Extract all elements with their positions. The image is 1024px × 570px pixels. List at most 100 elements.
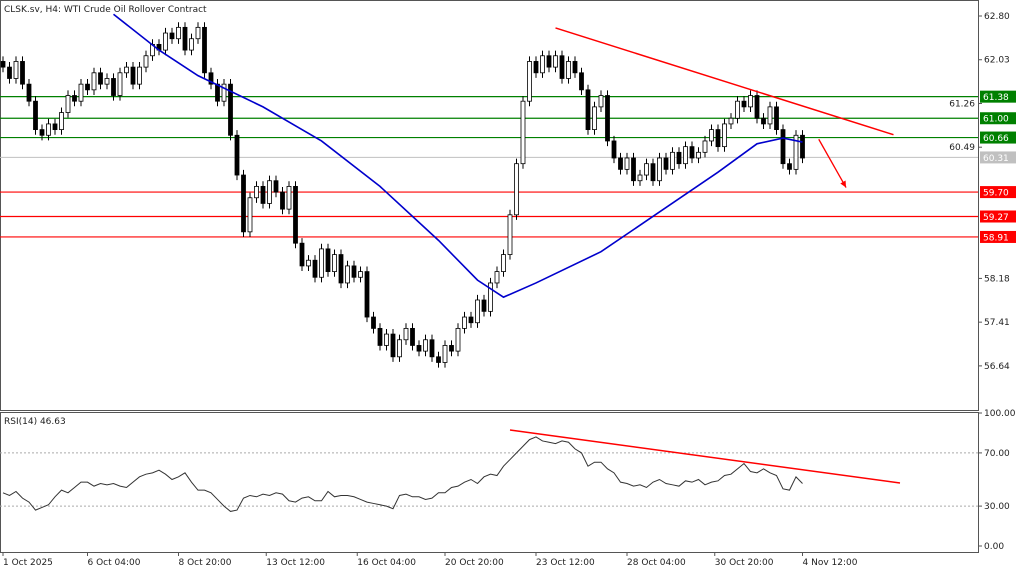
moving-average-line: [113, 13, 803, 299]
candle: [748, 90, 753, 112]
candle: [33, 96, 38, 135]
current-price-label: 60.31: [983, 154, 1009, 164]
candle-body: [780, 129, 786, 165]
candle-body: [332, 254, 337, 272]
price-tick-label: 62.03: [984, 56, 1010, 66]
candle: [124, 62, 129, 78]
candle: [39, 124, 45, 141]
candle: [397, 334, 402, 362]
candle: [676, 147, 682, 169]
candle: [247, 192, 253, 237]
candle-body: [312, 259, 318, 278]
candle: [208, 67, 214, 90]
candle-body: [676, 151, 682, 165]
candle-body: [228, 83, 233, 136]
candle: [7, 62, 12, 84]
candle-body: [345, 265, 350, 284]
candle: [130, 62, 136, 90]
candle-body: [514, 163, 519, 216]
arrow-shaft: [818, 138, 847, 188]
candle-body: [585, 89, 591, 130]
candle-body: [338, 254, 344, 284]
candle: [286, 181, 292, 215]
candle-body: [787, 163, 792, 170]
drawings[interactable]: [555, 27, 894, 188]
candle: [351, 260, 357, 283]
price-tick-label: 56.64: [984, 362, 1010, 372]
candle: [533, 56, 539, 78]
candle: [293, 181, 298, 249]
candle-body: [215, 83, 220, 102]
candle: [46, 118, 51, 141]
candle-body: [325, 248, 331, 273]
candle-body: [715, 129, 721, 148]
time-tick-label: 1 Oct 2025: [3, 558, 53, 568]
candle: [761, 113, 766, 130]
candle-body: [767, 106, 773, 125]
candle-body: [689, 146, 695, 159]
candle: [546, 50, 552, 73]
candle: [462, 311, 467, 334]
candle-body: [650, 163, 656, 182]
candle: [267, 175, 272, 209]
rsi-tick-label: 30.00: [984, 502, 1010, 512]
level-price-box: [980, 210, 1016, 223]
candle-body: [520, 100, 526, 165]
current-price-box: [980, 151, 1016, 164]
candle: [540, 50, 545, 78]
candle-body: [98, 72, 103, 85]
candle-body: [273, 180, 279, 193]
candle: [735, 96, 740, 124]
candle-body: [670, 151, 675, 170]
candle-body: [436, 356, 441, 363]
candle-body: [449, 345, 454, 352]
price-tick-label: 57.41: [984, 318, 1010, 328]
candle-body: [527, 61, 532, 102]
candle-body: [507, 214, 513, 255]
candle: [163, 27, 168, 56]
candle: [416, 340, 422, 357]
candle-body: [748, 95, 753, 108]
candle-body: [91, 72, 97, 91]
candle-body: [46, 123, 51, 136]
rsi-panel-border: [0, 412, 979, 553]
candle-body: [533, 61, 539, 74]
candle: [280, 186, 285, 215]
candle: [481, 294, 487, 317]
candle-body: [306, 259, 311, 267]
candle: [683, 141, 688, 169]
rsi-indicator: [0, 429, 978, 512]
candle: [579, 67, 584, 95]
time-tick-label: 8 Oct 20:00: [179, 558, 232, 568]
candle: [358, 266, 363, 283]
candle: [65, 90, 71, 118]
candle-body: [260, 185, 266, 204]
candle-body: [267, 180, 272, 204]
time-tick-label: 28 Oct 04:00: [627, 558, 686, 568]
candle: [169, 27, 175, 44]
candle-body: [33, 100, 38, 130]
candle-body: [501, 254, 506, 272]
candle-body: [403, 327, 409, 341]
candle: [273, 175, 279, 198]
candle: [559, 50, 565, 84]
candle-body: [182, 26, 188, 51]
candle-body: [429, 339, 435, 358]
candle: [501, 249, 506, 277]
candle: [605, 90, 610, 147]
candle-body: [130, 66, 136, 85]
candle: [26, 79, 32, 107]
candle-body: [709, 129, 714, 142]
candle-body: [481, 299, 487, 312]
candle: [670, 147, 675, 175]
candle: [520, 96, 526, 169]
candle-body: [371, 316, 376, 329]
candle: [709, 124, 714, 147]
candle-body: [111, 78, 116, 96]
candle: [202, 22, 207, 78]
level-price-label: 60.66: [983, 134, 1009, 144]
candle: [312, 255, 318, 283]
candle-body: [254, 185, 259, 199]
candle: [611, 135, 617, 164]
